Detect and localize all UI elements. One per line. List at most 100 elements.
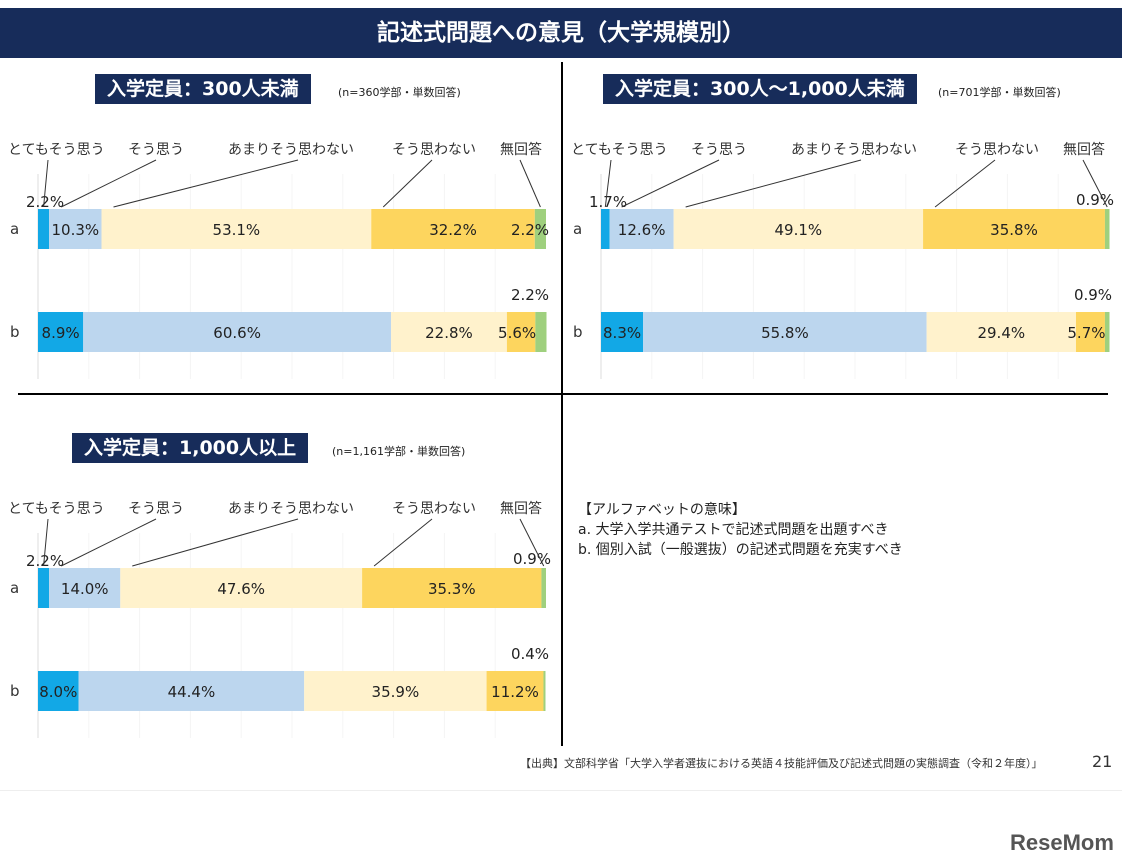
data-label: 35.9% xyxy=(372,683,420,701)
leader-line xyxy=(60,518,157,567)
data-label: 35.3% xyxy=(428,580,476,598)
stacked-bar-chart: とてもそう思う そう思う あまりそう思わない そう思わない 無回答 a 1.7% 12.6% 4… xyxy=(571,141,1114,379)
page-number: 21 xyxy=(1092,752,1113,771)
leader-line xyxy=(113,159,299,208)
brand-logo: ReseMom xyxy=(1010,830,1114,855)
data-label: 12.6% xyxy=(618,221,666,239)
bar-segment xyxy=(391,312,507,352)
legend-label: とてもそう思う xyxy=(571,142,668,158)
leader-line xyxy=(382,159,433,208)
leader-line xyxy=(132,518,299,567)
data-label: 47.6% xyxy=(217,580,265,598)
row-label: b xyxy=(10,323,20,341)
bar-segment xyxy=(609,209,674,249)
bar-segment xyxy=(304,671,487,711)
panel-note: (n=360学部・単数回答) xyxy=(338,86,461,99)
row-label: b xyxy=(10,682,20,700)
data-label: 55.8% xyxy=(761,324,809,342)
legend-label: そう思わない xyxy=(392,501,476,517)
leader-line xyxy=(621,159,720,208)
legend-item-a: a. 大学入学共通テストで記述式問題を出題すべき xyxy=(578,522,889,538)
bar-segment xyxy=(78,671,305,711)
page-title: 記述式問題への意見（大学規模別） xyxy=(0,8,1122,58)
data-label: 35.8% xyxy=(990,221,1038,239)
data-label: 0.4% xyxy=(511,645,549,663)
data-label: 8.0% xyxy=(39,683,77,701)
bar-segment xyxy=(486,671,544,711)
legend-label: そう思う xyxy=(128,501,184,517)
panel-medium: 入学定員：300人～1,000人未満 (n=701学部・単数回答) とてもそう思… xyxy=(563,74,1114,394)
data-label: 60.6% xyxy=(213,324,261,342)
data-label: 5.6% xyxy=(498,324,536,342)
bar-segment xyxy=(673,209,924,249)
legend-label: とてもそう思う xyxy=(8,501,105,517)
bar-segment xyxy=(371,209,535,249)
legend-label: 無回答 xyxy=(1063,141,1105,158)
data-label: 14.0% xyxy=(61,580,109,598)
leader-line xyxy=(604,159,612,208)
bar-segment xyxy=(923,209,1105,249)
leader-line xyxy=(1082,159,1108,208)
bar-segment xyxy=(49,568,121,608)
leader-line xyxy=(934,159,996,208)
data-label: 2.2% xyxy=(26,193,64,211)
data-label: 2.2% xyxy=(26,552,64,570)
data-label: 0.9% xyxy=(1074,286,1112,304)
legend-label: あまりそう思わない xyxy=(228,142,354,158)
leader-line xyxy=(43,518,49,567)
bar-segment xyxy=(926,312,1076,352)
legend-label: そう思う xyxy=(128,142,184,158)
legend-label: あまりそう思わない xyxy=(228,501,354,517)
data-label: 1.7% xyxy=(589,193,627,211)
data-label: 10.3% xyxy=(52,221,100,239)
data-label: 49.1% xyxy=(775,221,823,239)
panel-title: 入学定員：1,000人以上 xyxy=(72,433,309,463)
bar-segment xyxy=(506,312,536,352)
bar-segment xyxy=(535,312,547,352)
legend-label: そう思わない xyxy=(955,142,1039,158)
data-label: 53.1% xyxy=(213,221,261,239)
row-label: a xyxy=(573,220,582,238)
alphabet-legend: 【アルファベットの意味】 a. 大学入学共通テストで記述式問題を出題すべき b.… xyxy=(578,500,903,560)
panel-note: (n=1,161学部・単数回答) xyxy=(332,445,466,458)
bar-segment xyxy=(1104,312,1110,352)
bar-segment xyxy=(49,209,102,249)
source-footer: 【出典】文部科学省「大学入学者選抜における英語４技能評価及び記述式問題の実態調査… xyxy=(520,757,1043,770)
bar-segment xyxy=(38,312,84,352)
panel-title: 入学定員：300人～1,000人未満 xyxy=(603,74,917,104)
legend-label: そう思わない xyxy=(392,142,476,158)
data-label: 2.2% xyxy=(511,221,549,239)
leader-line xyxy=(60,159,157,208)
panel-title: 入学定員：300人未満 xyxy=(95,74,311,104)
data-label: 0.9% xyxy=(1076,191,1114,209)
legend-label: そう思う xyxy=(691,142,747,158)
leader-line xyxy=(43,159,49,208)
data-label: 22.8% xyxy=(425,324,473,342)
row-label: b xyxy=(573,323,583,341)
leader-line xyxy=(373,518,433,567)
bar-segment xyxy=(541,568,546,608)
row-label: a xyxy=(10,220,19,238)
bar-segment xyxy=(543,671,546,711)
bar-segment xyxy=(38,209,50,249)
data-label: 8.3% xyxy=(603,324,641,342)
leader-line xyxy=(519,159,541,208)
legend-label: あまりそう思わない xyxy=(791,142,917,158)
legend-label: 無回答 xyxy=(500,500,542,517)
stacked-bar-chart: とてもそう思う そう思う あまりそう思わない そう思わない 無回答 a 2.2% 10.3% 5… xyxy=(8,141,549,379)
data-label: 44.4% xyxy=(168,683,216,701)
panel-note: (n=701学部・単数回答) xyxy=(938,86,1061,99)
panel-small: 入学定員：300人未満 (n=360学部・単数回答) とてもそう思う そう思う あま… xyxy=(0,74,549,394)
data-label: 29.4% xyxy=(977,324,1025,342)
bar-segment xyxy=(601,312,644,352)
divider-vertical xyxy=(561,62,563,746)
bar-segment xyxy=(534,209,546,249)
panel-large: 入学定員：1,000人以上 (n=1,161学部・単数回答) とてもそう思う そう… xyxy=(0,433,551,753)
leader-line xyxy=(519,518,545,567)
legend-heading: 【アルファベットの意味】 xyxy=(578,502,746,518)
data-label: 5.7% xyxy=(1067,324,1105,342)
legend-label: とてもそう思う xyxy=(8,142,105,158)
data-label: 2.2% xyxy=(511,286,549,304)
row-label: a xyxy=(10,579,19,597)
divider-horizontal xyxy=(18,393,1108,395)
